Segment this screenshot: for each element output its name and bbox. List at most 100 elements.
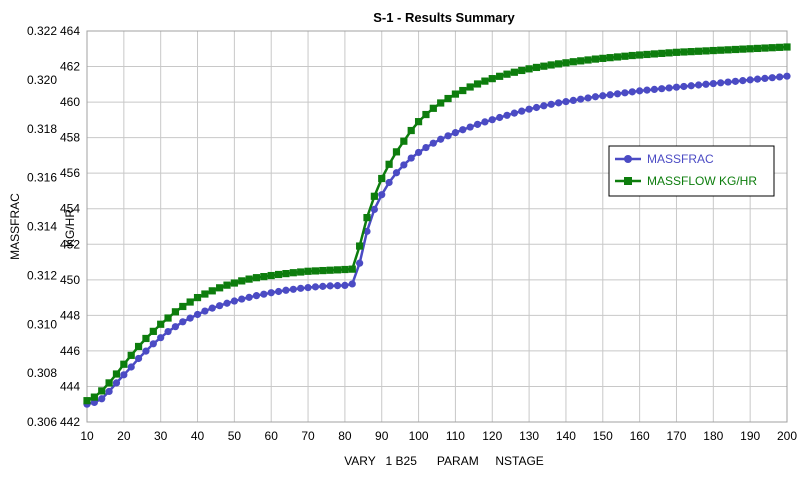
data-point — [370, 192, 378, 200]
data-point — [488, 116, 496, 124]
data-point — [245, 275, 253, 283]
data-point — [768, 74, 776, 82]
data-point — [289, 269, 297, 277]
data-point — [274, 270, 283, 279]
data-point — [680, 82, 688, 91]
data-point — [547, 61, 555, 69]
data-point — [532, 103, 541, 112]
data-point — [473, 120, 482, 128]
data-point — [739, 45, 747, 53]
data-point — [444, 94, 452, 103]
data-point — [783, 72, 791, 80]
right-axis-tick-label: 454 — [60, 202, 80, 216]
series-line — [86, 74, 788, 406]
data-point — [510, 68, 518, 76]
data-point — [341, 265, 349, 274]
data-point — [761, 44, 769, 52]
data-point — [459, 86, 467, 95]
data-point — [547, 100, 555, 108]
data-point — [577, 57, 585, 65]
x-tick-label: 160 — [630, 429, 650, 443]
data-point — [717, 79, 725, 87]
data-point — [326, 282, 334, 290]
legend-box — [608, 145, 775, 197]
data-point — [282, 286, 290, 294]
data-point — [724, 78, 732, 86]
data-point — [577, 95, 585, 103]
data-point — [702, 80, 710, 88]
data-point — [709, 79, 717, 88]
x-tick-label: 140 — [556, 429, 576, 443]
data-point — [179, 302, 187, 311]
data-point — [304, 267, 312, 275]
x-axis-label: VARY 1 B25 PARAM NSTAGE — [344, 454, 544, 468]
data-point — [776, 73, 784, 81]
data-point — [289, 285, 297, 293]
data-point — [621, 89, 629, 97]
left-axis-tick-label: 0.316 — [27, 171, 57, 185]
data-point — [356, 242, 364, 250]
data-point — [451, 129, 460, 137]
right-axis-tick-label: 444 — [60, 379, 80, 393]
data-point — [414, 118, 423, 126]
data-point — [540, 102, 548, 110]
data-point — [532, 63, 541, 72]
data-point — [613, 53, 622, 61]
left-axis-tick-label: 0.322 — [27, 24, 57, 38]
data-point — [496, 113, 504, 122]
data-point — [613, 90, 622, 98]
data-point — [429, 104, 437, 112]
data-point — [179, 318, 187, 326]
data-point — [606, 91, 614, 99]
data-point — [591, 55, 600, 63]
data-point — [127, 351, 135, 359]
data-point — [746, 45, 754, 53]
data-point — [599, 92, 607, 100]
data-point — [134, 354, 143, 363]
data-point — [186, 298, 194, 306]
data-point — [333, 266, 342, 274]
data-point — [171, 323, 180, 331]
series-massflow — [83, 43, 791, 405]
data-point — [223, 299, 231, 307]
data-point — [761, 74, 769, 83]
data-point — [326, 266, 334, 274]
legend-item: MASSFRAC — [615, 152, 714, 166]
data-point — [680, 48, 688, 56]
data-point — [776, 43, 784, 51]
data-point — [304, 283, 312, 292]
data-point — [193, 310, 202, 319]
x-tick-label: 110 — [446, 429, 465, 443]
series-group — [83, 43, 791, 408]
right-axis-tick-label: 462 — [60, 60, 80, 74]
data-point — [201, 290, 209, 298]
data-point — [193, 293, 202, 302]
data-point — [451, 90, 460, 98]
x-tick-label: 200 — [777, 429, 797, 443]
data-point — [731, 45, 740, 54]
data-point — [400, 137, 408, 145]
data-point — [569, 58, 577, 66]
data-point — [297, 268, 305, 276]
x-tick-label: 150 — [593, 429, 613, 443]
data-point — [422, 143, 430, 152]
data-point — [731, 77, 740, 85]
data-point — [134, 342, 143, 351]
x-tick-label: 40 — [191, 429, 205, 443]
data-point — [584, 56, 592, 64]
data-point — [496, 72, 504, 80]
data-point — [599, 54, 607, 62]
data-point — [311, 283, 320, 291]
data-point — [363, 214, 371, 222]
plot-frame — [86, 30, 788, 423]
data-point — [282, 269, 290, 278]
data-point — [591, 93, 600, 101]
data-point — [363, 227, 371, 235]
data-point — [636, 51, 644, 59]
data-point — [157, 320, 165, 328]
x-tick-label: 90 — [375, 429, 389, 443]
right-axis-tick-label: 452 — [60, 237, 80, 251]
data-point — [414, 148, 423, 157]
legend-label: MASSFRAC — [647, 152, 714, 166]
